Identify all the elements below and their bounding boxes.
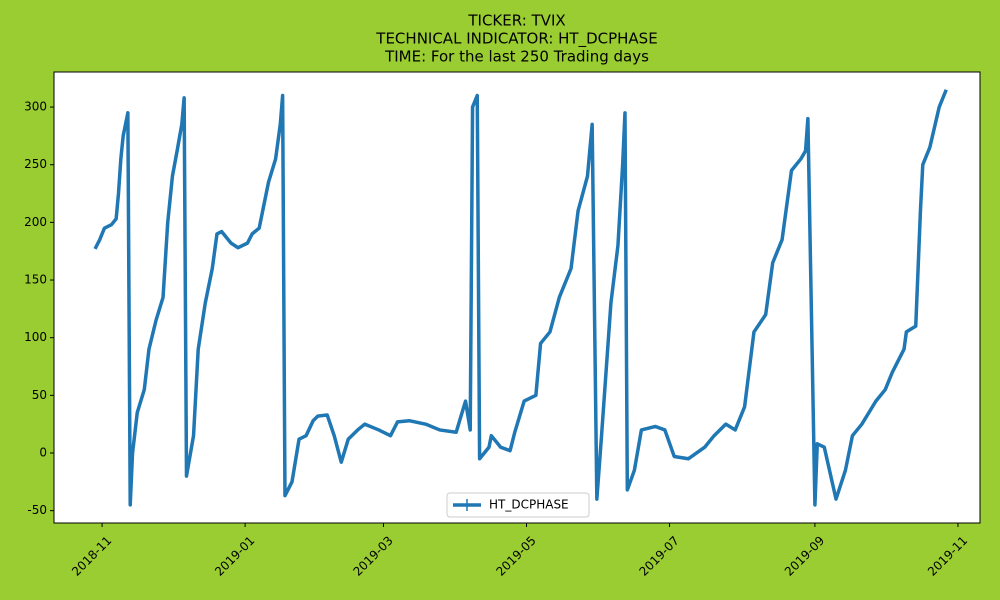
x-tick-label: 2019-11: [925, 533, 970, 578]
x-tick-label: 2019-05: [493, 533, 538, 578]
y-tick-label: 100: [24, 330, 47, 344]
title-line: TECHNICAL INDICATOR: HT_DCPHASE: [375, 30, 657, 49]
x-tick-label: 2019-07: [637, 533, 682, 578]
series-line: [93, 89, 948, 507]
legend-label: HT_DCPHASE: [489, 498, 569, 512]
title-line: TIME: For the last 250 Trading days: [384, 48, 649, 66]
x-tick-label: 2018-11: [69, 533, 114, 578]
y-tick-label: 50: [32, 388, 47, 402]
plot-area: [53, 71, 981, 524]
y-tick-label: 0: [39, 446, 47, 460]
title-line: TICKER: TVIX: [467, 12, 565, 30]
x-tick-label: 2019-01: [212, 533, 257, 578]
y-tick-label: -50: [27, 503, 47, 517]
x-tick-label: 2019-09: [782, 533, 827, 578]
y-tick-label: 150: [24, 273, 47, 287]
y-tick-label: 200: [24, 215, 47, 229]
legend-box: [446, 492, 590, 518]
y-tick-label: 250: [24, 157, 47, 171]
x-tick-label: 2019-03: [350, 533, 395, 578]
y-tick-label: 300: [24, 100, 47, 114]
